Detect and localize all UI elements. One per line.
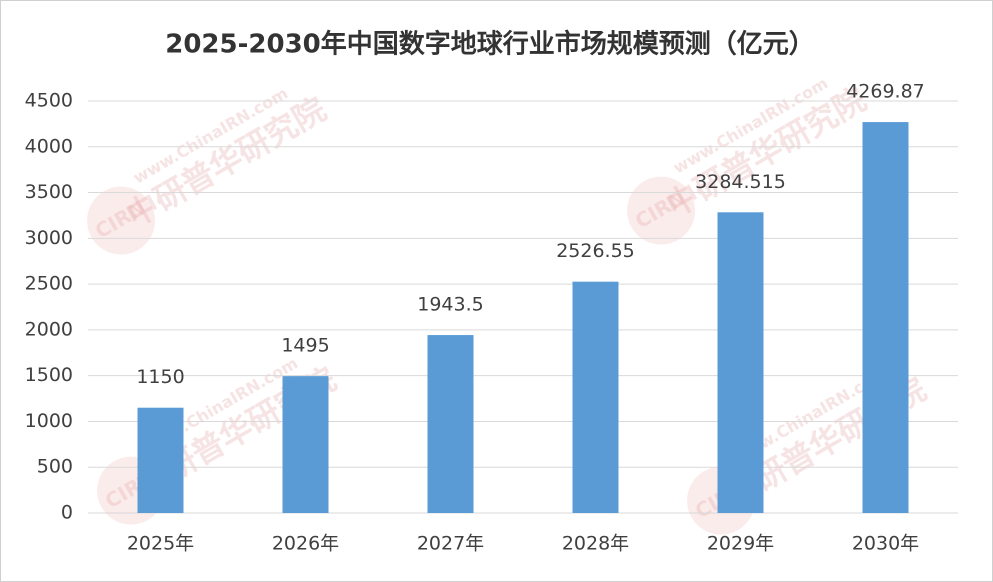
y-tick-label: 2500: [25, 273, 73, 295]
bar: [862, 122, 909, 514]
x-tick-label: 2027年: [417, 533, 484, 555]
watermark-logo-circle: [87, 186, 156, 255]
data-label: 4269.87: [846, 81, 925, 103]
chart-title: 2025-2030年中国数字地球行业市场规模预测（亿元）: [165, 29, 815, 60]
y-tick-label: 4000: [25, 135, 73, 157]
x-tick-label: 2026年: [272, 533, 339, 555]
y-tick-label: 1500: [25, 364, 73, 386]
x-tick-label: 2028年: [562, 533, 629, 555]
x-tick-label: 2029年: [707, 533, 774, 555]
bar: [137, 407, 184, 513]
y-tick-label: 500: [37, 456, 73, 478]
data-label: 2526.55: [556, 240, 635, 262]
y-tick-label: 3500: [25, 181, 73, 203]
y-tick-label: 4500: [25, 90, 73, 112]
bar: [717, 212, 764, 513]
data-label: 1150: [136, 366, 184, 388]
data-label: 1495: [281, 335, 329, 357]
data-label: 3284.515: [695, 171, 786, 193]
x-tick-label: 2025年: [127, 533, 194, 555]
watermark-logo-circle: [627, 176, 696, 245]
y-tick-label: 2000: [25, 318, 73, 340]
bar: [572, 281, 619, 513]
x-tick-label: 2030年: [852, 533, 919, 555]
bar: [427, 335, 474, 513]
y-tick-label: 0: [61, 502, 73, 524]
data-label: 1943.5: [417, 294, 483, 316]
bar: [282, 376, 329, 513]
y-tick-label: 3000: [25, 227, 73, 249]
y-tick-label: 1000: [25, 410, 73, 432]
